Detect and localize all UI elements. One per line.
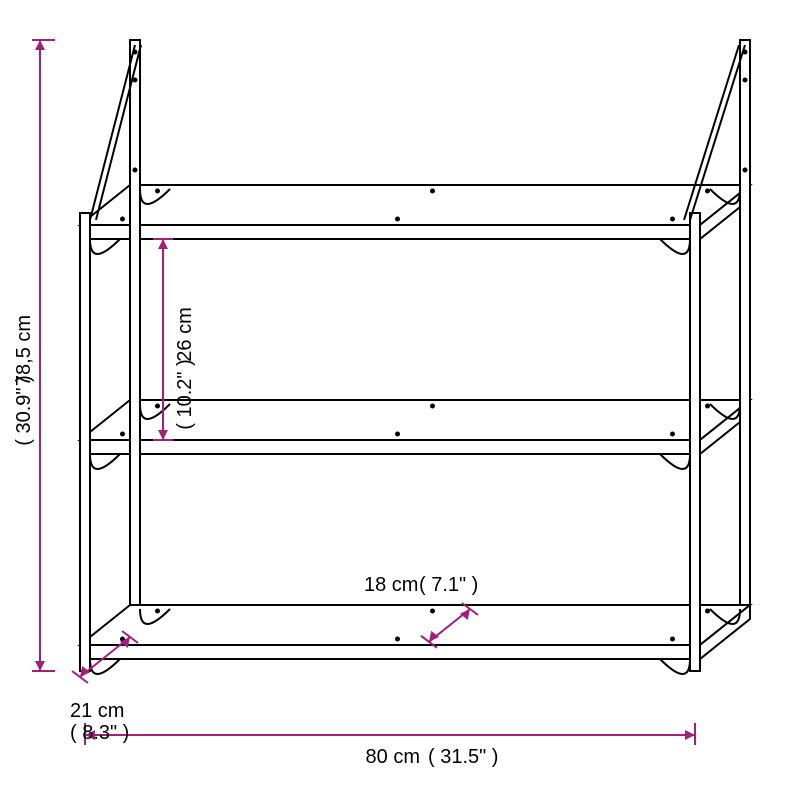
dim-height-in: ( 30.9" ): [13, 375, 35, 445]
dim-depth-in: ( 8.3" ): [70, 722, 129, 744]
dim-gap-cm: 26 cm: [174, 307, 196, 361]
dim-width-cm: 80 cm: [366, 746, 420, 768]
dim-width-in: ( 31.5" ): [428, 746, 498, 768]
dim-gap-in: ( 10.2" ): [174, 359, 196, 429]
dim-innerdepth-cm: 18 cm: [364, 574, 418, 596]
dimension-diagram: 78,5 cm( 30.9" )26 cm( 10.2" )80 cm( 31.…: [0, 0, 800, 800]
dim-innerdepth-in: ( 7.1" ): [419, 574, 478, 596]
dim-depth-cm: 21 cm: [70, 700, 124, 722]
